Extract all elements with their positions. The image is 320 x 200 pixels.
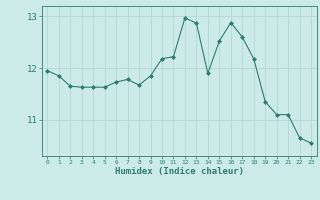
X-axis label: Humidex (Indice chaleur): Humidex (Indice chaleur) bbox=[115, 167, 244, 176]
